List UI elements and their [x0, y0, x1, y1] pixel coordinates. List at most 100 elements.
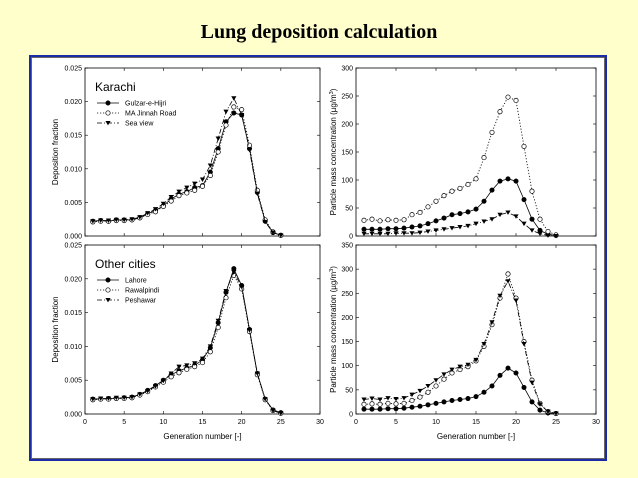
data-point: [160, 378, 166, 384]
legend-label: Lahore: [125, 278, 147, 285]
data-point: [465, 209, 471, 215]
x-tick-label: 25: [552, 419, 560, 426]
data-point: [417, 394, 423, 400]
y-tick-label: 200: [341, 122, 353, 129]
data-point: [425, 389, 431, 395]
y-tick-label: 0.015: [64, 133, 82, 140]
data-point: [497, 372, 503, 378]
data-point: [433, 400, 439, 406]
y-tick-label: 200: [341, 315, 353, 322]
y-tick-label: 0.015: [64, 310, 82, 317]
data-point: [176, 364, 182, 370]
y-tick-label: 250: [341, 94, 353, 101]
data-point: [145, 389, 151, 394]
data-point: [199, 177, 206, 182]
data-point: [409, 212, 415, 218]
data-point: [105, 396, 112, 401]
data-point: [457, 397, 463, 403]
data-point: [537, 231, 543, 237]
data-point: [98, 218, 104, 223]
data-point: [361, 401, 367, 407]
data-point: [425, 229, 431, 234]
data-point: [473, 176, 479, 182]
data-point: [385, 400, 391, 406]
data-point: [369, 231, 375, 237]
data-point: [393, 217, 399, 223]
data-point: [369, 406, 375, 412]
data-point: [545, 409, 551, 414]
data-point: [361, 226, 367, 232]
data-point: [481, 198, 487, 204]
data-point: [489, 129, 495, 135]
data-point: [254, 191, 260, 197]
data-point: [465, 396, 471, 402]
data-point: [441, 193, 447, 199]
data-point: [207, 344, 213, 349]
y-tick-label: 0.020: [64, 276, 82, 283]
data-point: [441, 372, 447, 377]
y-tick-label: 0.010: [64, 344, 82, 351]
series-peshawar: [90, 270, 284, 416]
data-point: [152, 207, 159, 212]
x-tick-label: 20: [238, 419, 246, 426]
y-axis-title-sup: 3: [329, 269, 335, 272]
data-point: [417, 403, 423, 409]
data-point: [449, 212, 455, 218]
x-axis-title: Generation number [-]: [437, 432, 515, 441]
legend-label: Gulzar-e-Hijri: [125, 101, 167, 108]
x-tick-label: 30: [316, 419, 324, 426]
legend-label: Peshawar: [125, 298, 157, 305]
x-axis-title: Generation number [-]: [163, 432, 241, 441]
y-tick-label: 150: [341, 150, 353, 157]
data-point: [465, 181, 471, 188]
data-point: [361, 397, 367, 402]
data-point: [433, 218, 439, 224]
data-point: [152, 384, 159, 389]
data-point: [98, 396, 104, 401]
data-point: [377, 397, 383, 402]
legend-label: Sea view: [125, 121, 154, 128]
data-point: [377, 401, 383, 407]
figure-svg: 0.000 0.005 0.010 0.015 0.020 0.025 Deposition…: [51, 66, 600, 442]
data-point: [90, 219, 96, 224]
y-tick-label: 0: [349, 234, 353, 241]
data-point: [545, 233, 551, 238]
data-point: [215, 149, 221, 155]
data-point: [393, 401, 399, 407]
data-point: [441, 227, 447, 232]
legend-marker: [105, 121, 111, 126]
data-point: [449, 188, 455, 194]
data-point: [497, 178, 503, 184]
x-tick-label: 5: [394, 419, 398, 426]
data-point: [473, 394, 479, 400]
data-point: [473, 206, 479, 212]
data-point: [231, 110, 237, 116]
data-point: [521, 384, 527, 390]
y-tick-label: 0.000: [64, 412, 82, 419]
data-point: [505, 176, 511, 182]
data-point: [369, 401, 375, 407]
y-axis-title: Deposition fraction: [51, 296, 60, 362]
data-point: [441, 399, 447, 405]
data-point: [505, 94, 511, 100]
data-point: [393, 406, 399, 412]
data-point: [377, 231, 383, 237]
data-point: [505, 279, 511, 284]
data-point: [449, 397, 455, 403]
y-tick-label: 0.005: [64, 378, 82, 385]
data-point: [113, 395, 119, 401]
data-point: [537, 407, 543, 413]
data-point: [215, 324, 221, 331]
data-point: [465, 223, 471, 229]
y-axis-title-sup: 3: [329, 91, 335, 94]
data-point: [481, 219, 487, 224]
y-tick-label: 0.025: [64, 66, 82, 73]
chart-other-cities-concentration: 0 50 100 150 200 250 300 350 0 5 10 15 20 25 30 Particl…: [329, 243, 600, 442]
data-point: [385, 226, 391, 232]
data-point: [521, 221, 527, 227]
data-point: [457, 364, 463, 370]
data-point: [385, 406, 391, 412]
data-point: [239, 284, 245, 290]
data-point: [184, 363, 190, 368]
chart-karachi-deposition: 0.000 0.005 0.010 0.015 0.020 0.025 Deposition…: [51, 66, 321, 241]
